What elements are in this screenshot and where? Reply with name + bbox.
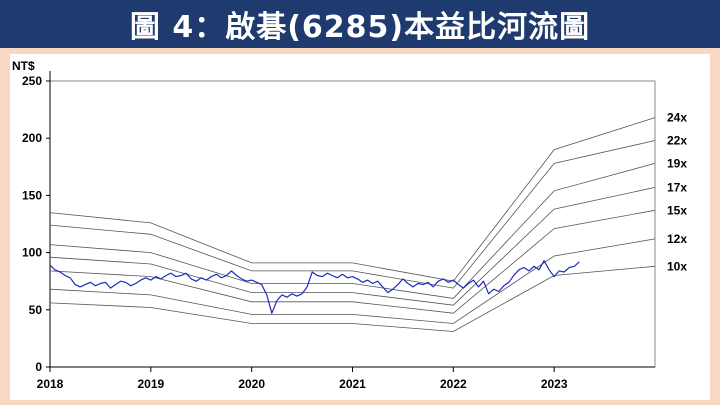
y-tick-label: 50 [29, 303, 43, 317]
price-line-group [49, 260, 580, 314]
band-line-17x [49, 187, 656, 306]
price-line [49, 260, 580, 314]
band-lines-group [49, 117, 656, 332]
y-tick-label: 200 [22, 131, 42, 145]
y-ticks-group: 0 50 100 150 200 250 [22, 74, 50, 374]
y-tick-label: 0 [35, 360, 42, 374]
plot-area-frame [49, 80, 656, 368]
y-tick-label: 250 [22, 74, 42, 88]
band-label-12x: 12x [667, 232, 687, 246]
x-tick-label: 2022 [440, 377, 467, 391]
band-line-10x [49, 265, 656, 332]
chart-panel: NT$ 0 50 100 150 200 250 2018 2019 2020 2021 2022… [10, 54, 710, 400]
band-label-15x: 15x [667, 203, 687, 217]
x-tick-label: 2023 [541, 377, 568, 391]
band-line-22x [49, 140, 656, 289]
band-line-24x [49, 117, 656, 282]
band-line-19x [49, 163, 656, 299]
x-tick-label: 2018 [37, 377, 64, 391]
band-label-10x: 10x [667, 259, 687, 273]
band-line-15x [49, 209, 656, 314]
band-labels-group: 10x 12x 15x 17x 19x 22x 24x [667, 111, 687, 274]
plot-frame-group [49, 71, 656, 368]
unit-label: NT$ [12, 59, 35, 73]
band-label-24x: 24x [667, 111, 687, 125]
band-label-22x: 22x [667, 133, 687, 147]
x-tick-label: 2020 [238, 377, 265, 391]
x-tick-label: 2021 [339, 377, 366, 391]
river-chart: NT$ 0 50 100 150 200 250 2018 2019 2020 2021 2022… [12, 59, 687, 391]
band-line-12x [49, 238, 656, 324]
y-tick-label: 150 [22, 188, 42, 202]
x-ticks-group: 2018 2019 2020 2021 2022 2023 [37, 367, 568, 391]
band-label-19x: 19x [667, 156, 687, 170]
y-tick-label: 100 [22, 246, 42, 260]
band-label-17x: 17x [667, 180, 687, 194]
x-tick-label: 2019 [137, 377, 164, 391]
chart-title: 圖 4：啟碁(6285)本益比河流圖 [0, 0, 720, 48]
